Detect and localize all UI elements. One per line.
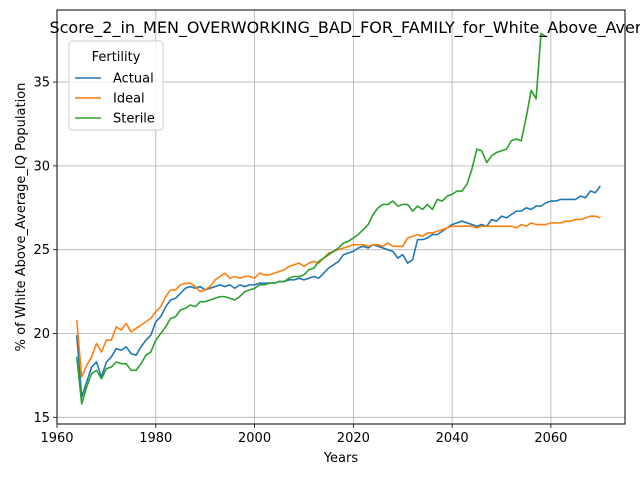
series-line-ideal: [75, 215, 601, 378]
x-tick-label: 1960: [40, 431, 73, 446]
series-lines: [75, 32, 601, 405]
legend-box: [68, 40, 164, 131]
legend-title: Fertility: [92, 50, 141, 65]
axis-ticks: 1960 1980 2000 2020 2040 2060 15 20 25 30 35: [33, 76, 567, 446]
legend-label-sterile: Sterile: [113, 112, 155, 127]
plot-area-frame: [56, 9, 626, 425]
y-tick-label: 15: [33, 411, 50, 426]
x-tick-label: 1980: [139, 431, 172, 446]
chart-title: Score_2_in_MEN_OVERWORKING_BAD_FOR_FAMIL…: [49, 18, 640, 38]
legend-items: Actual Ideal Sterile: [75, 72, 155, 127]
series-line-sterile: [75, 32, 547, 405]
x-tick-label: 2040: [436, 431, 469, 446]
y-axis-label: % of White Above_Average_IQ Population: [14, 83, 29, 352]
series-line-actual: [75, 185, 601, 398]
x-tick-label: 2000: [238, 431, 271, 446]
y-tick-label: 25: [33, 243, 50, 258]
y-tick-label: 30: [33, 159, 50, 174]
legend-label-actual: Actual: [113, 72, 154, 87]
legend-label-ideal: Ideal: [113, 92, 145, 107]
y-tick-label: 20: [33, 327, 50, 342]
x-tick-label: 2020: [337, 431, 370, 446]
x-tick-label: 2060: [534, 431, 567, 446]
x-axis-label: Years: [323, 451, 359, 466]
y-tick-label: 35: [33, 76, 50, 91]
legend: Fertility Actual Ideal Sterile: [68, 40, 164, 131]
